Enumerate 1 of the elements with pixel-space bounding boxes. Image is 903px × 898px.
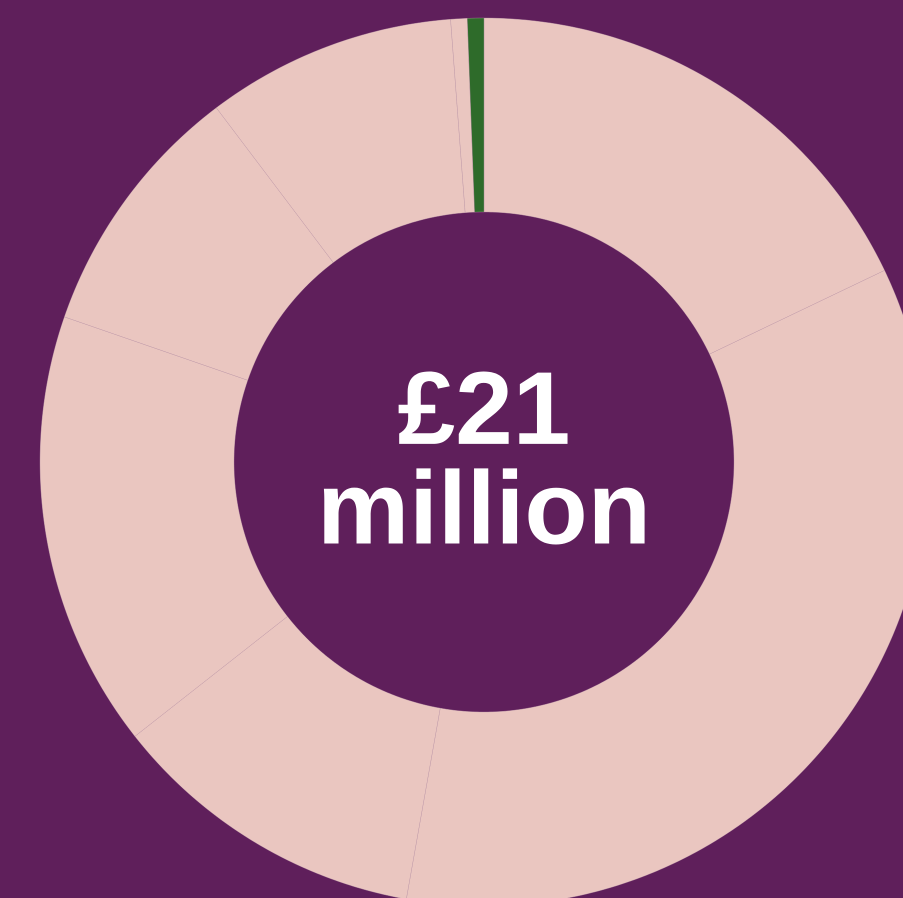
text: £21 million [324, 372, 645, 544]
